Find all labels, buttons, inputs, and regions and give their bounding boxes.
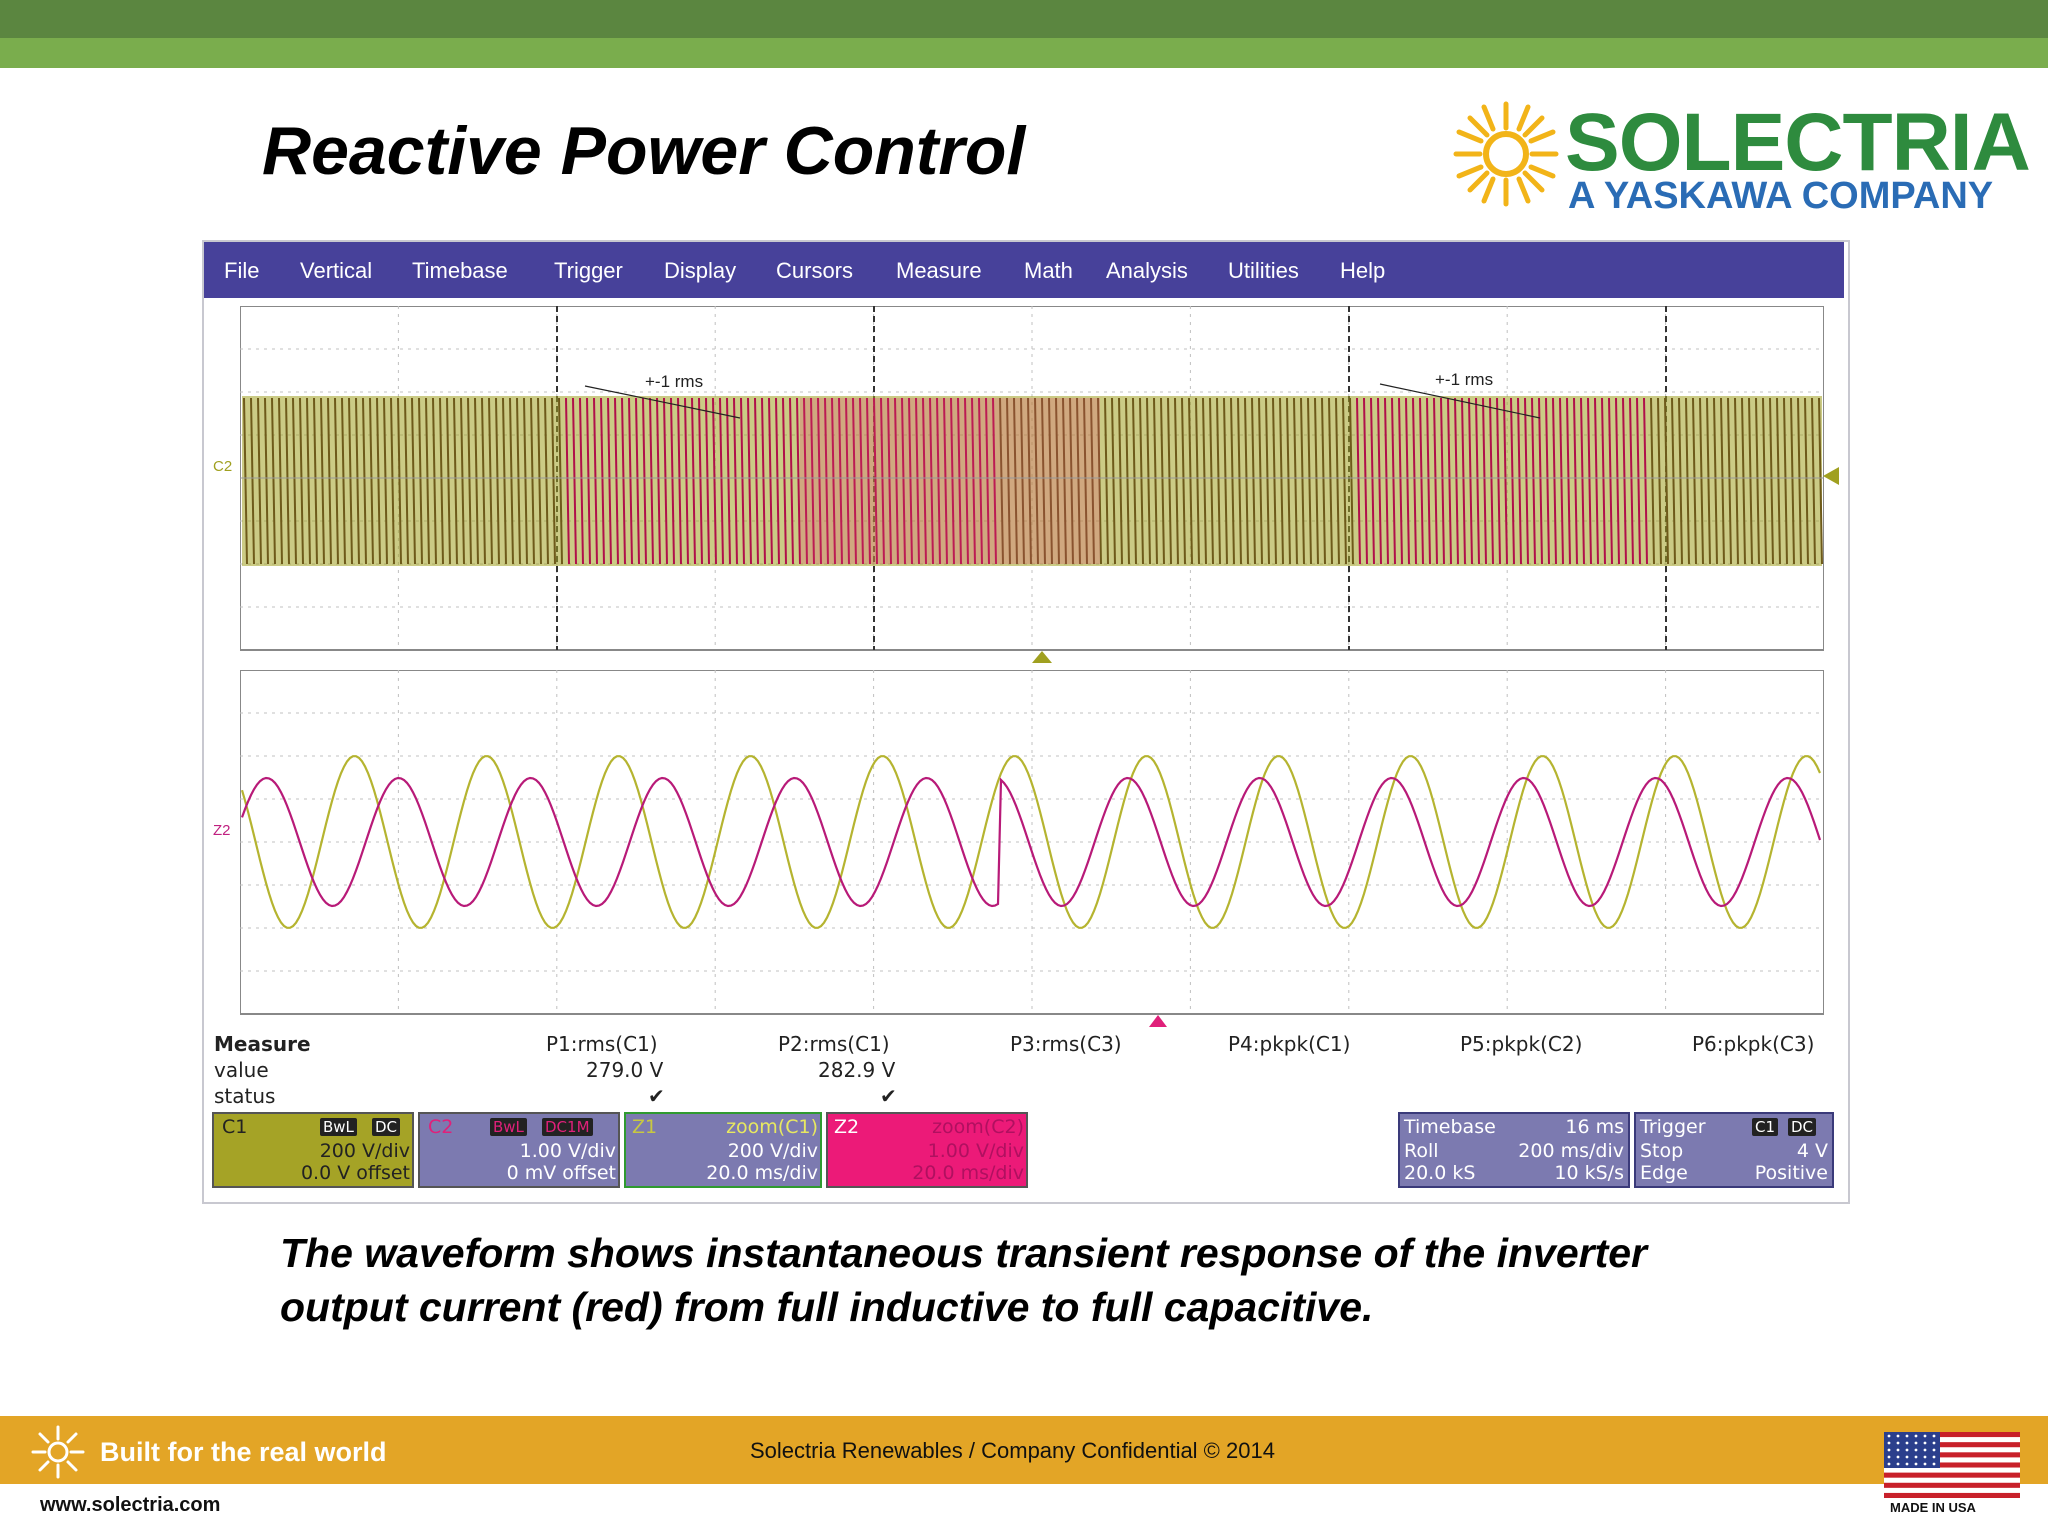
channel-c1-tag-bwl: BwL — [320, 1118, 357, 1136]
menu-math[interactable]: Math — [1024, 258, 1073, 283]
channel-z2-timebase: 20.0 ms/div — [912, 1162, 1024, 1184]
menu-file[interactable]: File — [224, 258, 260, 283]
channel-c2-name: C2 — [428, 1116, 454, 1138]
footer-url[interactable]: www.solectria.com — [40, 1494, 221, 1516]
channel-c1-tag-dc: DC — [372, 1118, 401, 1136]
channel-z1-name: Z1 — [632, 1116, 658, 1138]
measure-p2-name[interactable]: P2:rms(C1) — [778, 1032, 890, 1056]
measure-p2-status: ✔ — [880, 1084, 897, 1108]
channel-c2-offset: 0 mV offset — [506, 1162, 616, 1184]
measure-p1-value: 279.0 V — [586, 1058, 664, 1082]
timebase-sample-rate: 10 kS/s — [1554, 1162, 1624, 1184]
channel-c1-scale: 200 V/div — [319, 1140, 410, 1162]
menu-timebase[interactable]: Timebase — [412, 258, 508, 283]
sun-logo-icon — [1453, 101, 1559, 207]
channel-z2-source: zoom(C2) — [932, 1116, 1024, 1138]
measure-title: Measure — [214, 1032, 311, 1056]
timebase-delay: 16 ms — [1565, 1116, 1624, 1138]
slide-title: Reactive Power Control — [262, 113, 1026, 189]
measure-p4-name[interactable]: P4:pkpk(C1) — [1228, 1032, 1351, 1056]
channel-c2-tag-bwl: BwL — [490, 1118, 527, 1136]
logo-tagline: A YASKAWA COMPANY — [1568, 175, 1994, 217]
channel-z1-scale: 200 V/div — [727, 1140, 818, 1162]
timebase-label: Timebase — [1404, 1116, 1496, 1138]
zoom-current-trace — [240, 776, 1822, 908]
measure-p3-name[interactable]: P3:rms(C3) — [1010, 1032, 1122, 1056]
channel-z1-box[interactable]: Z1 zoom(C1) 200 V/div 20.0 ms/div — [624, 1112, 822, 1188]
menu-analysis[interactable]: Analysis — [1106, 258, 1188, 283]
us-flag-icon — [1884, 1432, 2020, 1498]
upper-waveform-grid — [240, 306, 1824, 651]
level-marker-icon — [1823, 467, 1839, 485]
footer-sun-icon — [31, 1425, 85, 1479]
timebase-rate: 200 ms/div — [1518, 1140, 1624, 1162]
annotation-rms-2: +-1 rms — [1435, 370, 1494, 389]
upper-channel-label: C2 — [213, 458, 233, 475]
measure-p5-name[interactable]: P5:pkpk(C2) — [1460, 1032, 1583, 1056]
caption-line-1: The waveform shows instantaneous transie… — [280, 1230, 1647, 1276]
channel-z2-box[interactable]: Z2 zoom(C2) 1.00 V/div 20.0 ms/div — [826, 1112, 1028, 1188]
footer-slogan: Built for the real world — [100, 1437, 387, 1467]
channel-c2-tag-dc1m: DC1M — [542, 1118, 593, 1136]
measure-row-value: value — [214, 1058, 269, 1082]
zoom-marker-icon — [1149, 1015, 1167, 1027]
trigger-tag-dc: DC — [1788, 1118, 1817, 1136]
menu-vertical[interactable]: Vertical — [300, 258, 373, 283]
trigger-box[interactable]: Trigger C1 DC Stop 4 V Edge Positive — [1634, 1112, 1834, 1188]
annotation-rms-1: +-1 rms — [645, 372, 704, 391]
top-bar-light — [0, 38, 2048, 68]
channel-c2-scale: 1.00 V/div — [519, 1140, 616, 1162]
footer-bar — [0, 1416, 2048, 1484]
trigger-type: Edge — [1640, 1162, 1688, 1184]
channel-c1-box[interactable]: C1 BwL DC 200 V/div 0.0 V offset — [212, 1112, 414, 1188]
top-bar-dark — [0, 0, 2048, 38]
measure-p1-status: ✔ — [648, 1084, 665, 1108]
logo-name: SOLECTRIA — [1565, 97, 2031, 188]
lower-channel-label: Z2 — [213, 822, 231, 839]
menu-utilities[interactable]: Utilities — [1228, 258, 1299, 283]
channel-c1-offset: 0.0 V offset — [300, 1162, 410, 1184]
slide-caption: The waveform shows instantaneous transie… — [280, 1226, 1920, 1334]
menu-help[interactable]: Help — [1340, 258, 1386, 283]
zoom-voltage-trace — [240, 755, 1822, 929]
channel-z1-source: zoom(C1) — [726, 1116, 818, 1138]
footer-confidential: Solectria Renewables / Company Confident… — [750, 1438, 1275, 1463]
timebase-mode: Roll — [1404, 1140, 1439, 1162]
timebase-box[interactable]: Timebase 16 ms Roll 200 ms/div 20.0 kS 1… — [1398, 1112, 1630, 1188]
trigger-level: 4 V — [1796, 1140, 1828, 1162]
timebase-samples: 20.0 kS — [1404, 1162, 1476, 1184]
trigger-slope: Positive — [1754, 1162, 1828, 1184]
channel-c1-name: C1 — [222, 1116, 248, 1138]
menu-cursors[interactable]: Cursors — [776, 258, 854, 283]
measure-p2-value: 282.9 V — [818, 1058, 896, 1082]
menu-trigger[interactable]: Trigger — [554, 258, 623, 283]
channel-z1-timebase: 20.0 ms/div — [706, 1162, 818, 1184]
channel-z2-scale: 1.00 V/div — [927, 1140, 1024, 1162]
channel-z2-name: Z2 — [834, 1116, 860, 1138]
trigger-label: Trigger — [1640, 1116, 1706, 1138]
made-in-usa-label: MADE IN USA — [1890, 1500, 1976, 1515]
caption-line-2: output current (red) from full inductive… — [280, 1284, 1374, 1330]
measure-row-status: status — [214, 1084, 276, 1108]
measure-p1-name[interactable]: P1:rms(C1) — [546, 1032, 658, 1056]
trigger-state: Stop — [1640, 1140, 1684, 1162]
menu-display[interactable]: Display — [664, 258, 737, 283]
scope-menubar: File Vertical Timebase Trigger Display C… — [204, 242, 1844, 298]
lower-waveform-grid — [240, 670, 1824, 1015]
menu-measure[interactable]: Measure — [896, 258, 982, 283]
trigger-tag-c1: C1 — [1752, 1118, 1779, 1136]
trigger-marker-icon — [1032, 651, 1052, 663]
measure-p6-name[interactable]: P6:pkpk(C3) — [1692, 1032, 1815, 1056]
channel-c2-box[interactable]: C2 BwL DC1M 1.00 V/div 0 mV offset — [418, 1112, 620, 1188]
